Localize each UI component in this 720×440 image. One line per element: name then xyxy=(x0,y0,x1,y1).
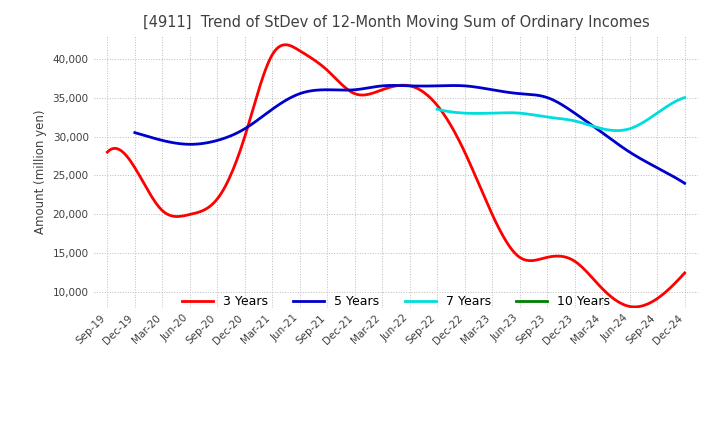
3 Years xyxy=(449,126,457,132)
5 Years xyxy=(388,83,397,88)
5 Years xyxy=(469,84,477,89)
5 Years xyxy=(595,128,604,134)
Y-axis label: Amount (million yen): Amount (million yen) xyxy=(34,110,47,234)
3 Years xyxy=(630,304,639,310)
3 Years xyxy=(105,148,114,153)
Line: 7 Years: 7 Years xyxy=(437,98,685,131)
Line: 3 Years: 3 Years xyxy=(107,45,685,307)
3 Years xyxy=(103,150,112,155)
7 Years xyxy=(613,128,621,133)
5 Years xyxy=(458,83,467,88)
5 Years xyxy=(459,83,468,88)
Line: 5 Years: 5 Years xyxy=(135,85,685,183)
3 Years xyxy=(629,304,637,309)
7 Years xyxy=(433,107,442,112)
5 Years xyxy=(680,181,689,186)
3 Years xyxy=(592,279,600,284)
Legend: 3 Years, 5 Years, 7 Years, 10 Years: 3 Years, 5 Years, 7 Years, 10 Years xyxy=(177,290,615,313)
5 Years xyxy=(132,131,141,136)
3 Years xyxy=(680,270,689,275)
7 Years xyxy=(642,117,651,123)
7 Years xyxy=(433,106,441,112)
Title: [4911]  Trend of StDev of 12-Month Moving Sum of Ordinary Incomes: [4911] Trend of StDev of 12-Month Moving… xyxy=(143,15,649,30)
5 Years xyxy=(631,153,639,158)
5 Years xyxy=(130,130,139,135)
7 Years xyxy=(580,121,588,126)
3 Years xyxy=(446,123,455,128)
7 Years xyxy=(585,122,593,128)
3 Years xyxy=(281,42,289,48)
7 Years xyxy=(680,95,689,100)
7 Years xyxy=(658,107,667,112)
7 Years xyxy=(580,121,589,126)
3 Years xyxy=(459,145,467,150)
